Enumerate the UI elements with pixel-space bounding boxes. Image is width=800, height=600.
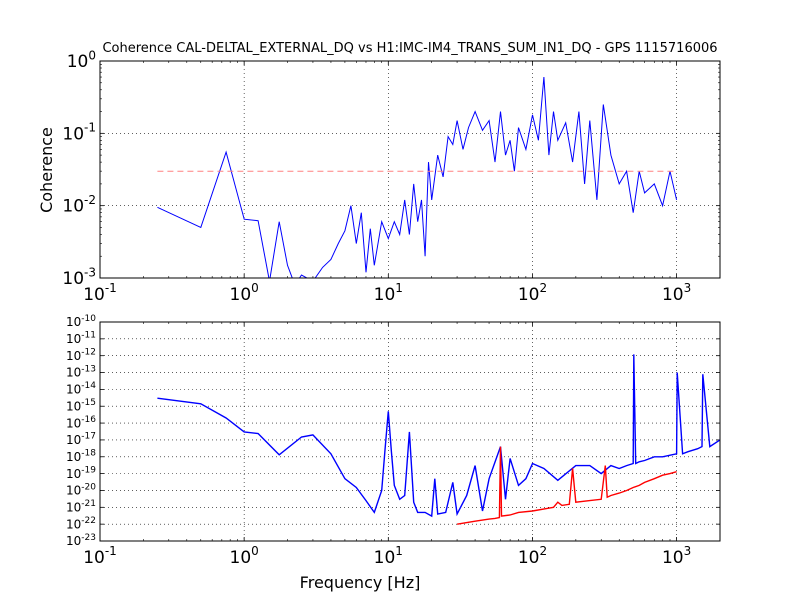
x-tick-label: 100 — [230, 544, 259, 568]
y-tick-label: 10-20 — [66, 482, 96, 497]
y-tick-label: 10-13 — [66, 364, 96, 379]
y-tick-label: 10-10 — [66, 314, 96, 329]
x-tick-label: 101 — [374, 544, 403, 568]
panel-coherence: 10-1 100 101 102 103 10-3 10-2 10-1 100 Coherence — [37, 48, 721, 305]
x-tick-label: 10-1 — [83, 544, 117, 568]
y-tick-label: 10-11 — [66, 331, 96, 346]
axes-frame — [99, 60, 721, 279]
y-tick-label: 10-21 — [66, 499, 96, 514]
x-tick-label: 101 — [374, 281, 403, 305]
x-tick-label: 103 — [662, 544, 691, 568]
y-tick-label: 100 — [67, 48, 96, 72]
x-axis-label: Frequency [Hz] — [300, 573, 421, 592]
y-tick-label: 10-22 — [66, 516, 96, 531]
x-tick-label: 100 — [230, 281, 259, 305]
y-tick-label: 10-17 — [66, 432, 96, 447]
x-tick-label: 10-1 — [83, 281, 117, 305]
panel-spectrum: 10-1 100 101 102 103 10-23 10-22 10-21 10-20 10-1… — [66, 314, 721, 592]
x-tick-label: 103 — [662, 281, 691, 305]
y-tick-label: 10-12 — [66, 347, 96, 362]
x-tick-label: 102 — [518, 281, 547, 305]
y-axis-label: Coherence — [37, 127, 56, 213]
y-tick-label: 10-1 — [62, 121, 96, 145]
y-tick-label: 10-18 — [66, 449, 96, 464]
y-tick-label: 10-3 — [62, 265, 96, 289]
y-tick-label: 10-15 — [66, 398, 96, 413]
x-tick-label: 102 — [518, 544, 547, 568]
series-line-coherence-0 — [157, 76, 678, 278]
y-tick-label: 10-2 — [62, 193, 96, 217]
y-tick-label: 10-19 — [66, 465, 96, 480]
y-tick-label: 10-23 — [66, 533, 96, 548]
y-tick-label: 10-14 — [66, 381, 96, 396]
series-line-spectrum-0 — [157, 354, 720, 518]
y-tick-label: 10-16 — [66, 415, 96, 430]
axes-frame — [99, 321, 721, 542]
chart-title: Coherence CAL-DELTAL_EXTERNAL_DQ vs H1:I… — [102, 41, 717, 56]
series-line-spectrum-1 — [456, 446, 677, 525]
